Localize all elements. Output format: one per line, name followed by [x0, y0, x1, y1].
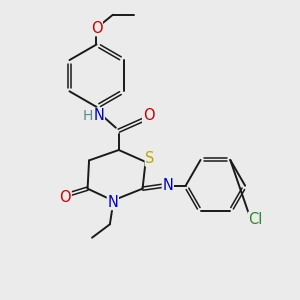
Text: H: H	[83, 109, 93, 123]
Text: S: S	[145, 151, 155, 166]
Text: Cl: Cl	[248, 212, 263, 227]
Text: N: N	[107, 194, 118, 209]
Text: O: O	[143, 108, 154, 123]
Text: N: N	[93, 108, 104, 123]
Text: O: O	[91, 21, 102, 36]
Text: O: O	[59, 190, 71, 205]
Text: N: N	[162, 178, 173, 193]
